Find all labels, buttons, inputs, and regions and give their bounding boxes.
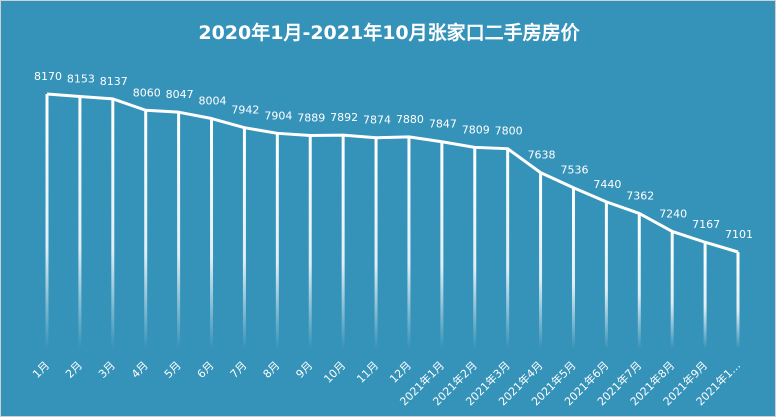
drop-line — [210, 118, 214, 349]
drop-line — [242, 127, 246, 349]
x-tick-label: 1月 — [30, 359, 52, 381]
data-label: 7240 — [659, 207, 687, 220]
data-label: 7362 — [626, 189, 654, 202]
drop-line — [177, 112, 181, 350]
x-tick-label: 9月 — [293, 359, 315, 381]
x-tick-label: 7月 — [228, 359, 250, 381]
drop-line — [703, 242, 707, 349]
data-label: 7889 — [297, 112, 325, 125]
x-tick-label: 10月 — [321, 359, 348, 386]
x-tick-label: 2月 — [63, 359, 85, 381]
drop-line — [407, 136, 411, 349]
drop-line — [341, 135, 345, 349]
drop-line — [308, 135, 312, 349]
drop-line — [374, 137, 378, 349]
drop-line — [111, 98, 115, 349]
data-label: 7440 — [593, 178, 621, 191]
chart-title: 2020年1月-2021年10月张家口二手房房价 — [198, 21, 580, 44]
data-label: 8047 — [166, 88, 194, 101]
drop-line — [473, 147, 477, 349]
data-label: 7942 — [231, 104, 259, 117]
drop-line — [736, 252, 740, 349]
data-label: 8170 — [34, 70, 62, 83]
data-label: 7847 — [429, 118, 457, 131]
data-label: 7880 — [396, 113, 424, 126]
data-label: 7892 — [330, 111, 358, 124]
data-label: 7904 — [264, 109, 292, 122]
data-label: 7167 — [692, 218, 720, 231]
drop-line — [604, 201, 608, 349]
data-label: 7101 — [725, 228, 753, 241]
x-tick-label: 4月 — [129, 359, 151, 381]
data-label: 8060 — [133, 86, 161, 99]
x-tick-label: 3月 — [96, 359, 118, 381]
x-tick-label: 6月 — [195, 359, 217, 381]
x-tick-label: 5月 — [162, 359, 184, 381]
data-label: 7800 — [495, 125, 523, 138]
data-label: 8153 — [67, 73, 95, 86]
drop-line — [670, 231, 674, 349]
drop-line — [144, 110, 148, 350]
x-tick-label: 12月 — [387, 359, 414, 386]
data-label: 8004 — [199, 95, 227, 108]
data-label: 7536 — [560, 164, 588, 177]
data-label: 7638 — [528, 149, 556, 162]
drop-line — [78, 96, 82, 349]
drop-line — [637, 213, 641, 349]
drop-line — [440, 141, 444, 349]
drop-line — [275, 133, 279, 349]
data-label: 7809 — [462, 123, 490, 136]
x-tick-label: 11月 — [354, 359, 381, 386]
drop-line — [539, 172, 543, 349]
drop-line — [506, 148, 510, 349]
data-label: 7874 — [363, 114, 391, 127]
series-line — [46, 92, 739, 254]
x-tick-label: 8月 — [261, 359, 283, 381]
drop-line — [571, 187, 575, 349]
data-label: 8137 — [100, 75, 128, 88]
drop-line — [45, 94, 49, 349]
